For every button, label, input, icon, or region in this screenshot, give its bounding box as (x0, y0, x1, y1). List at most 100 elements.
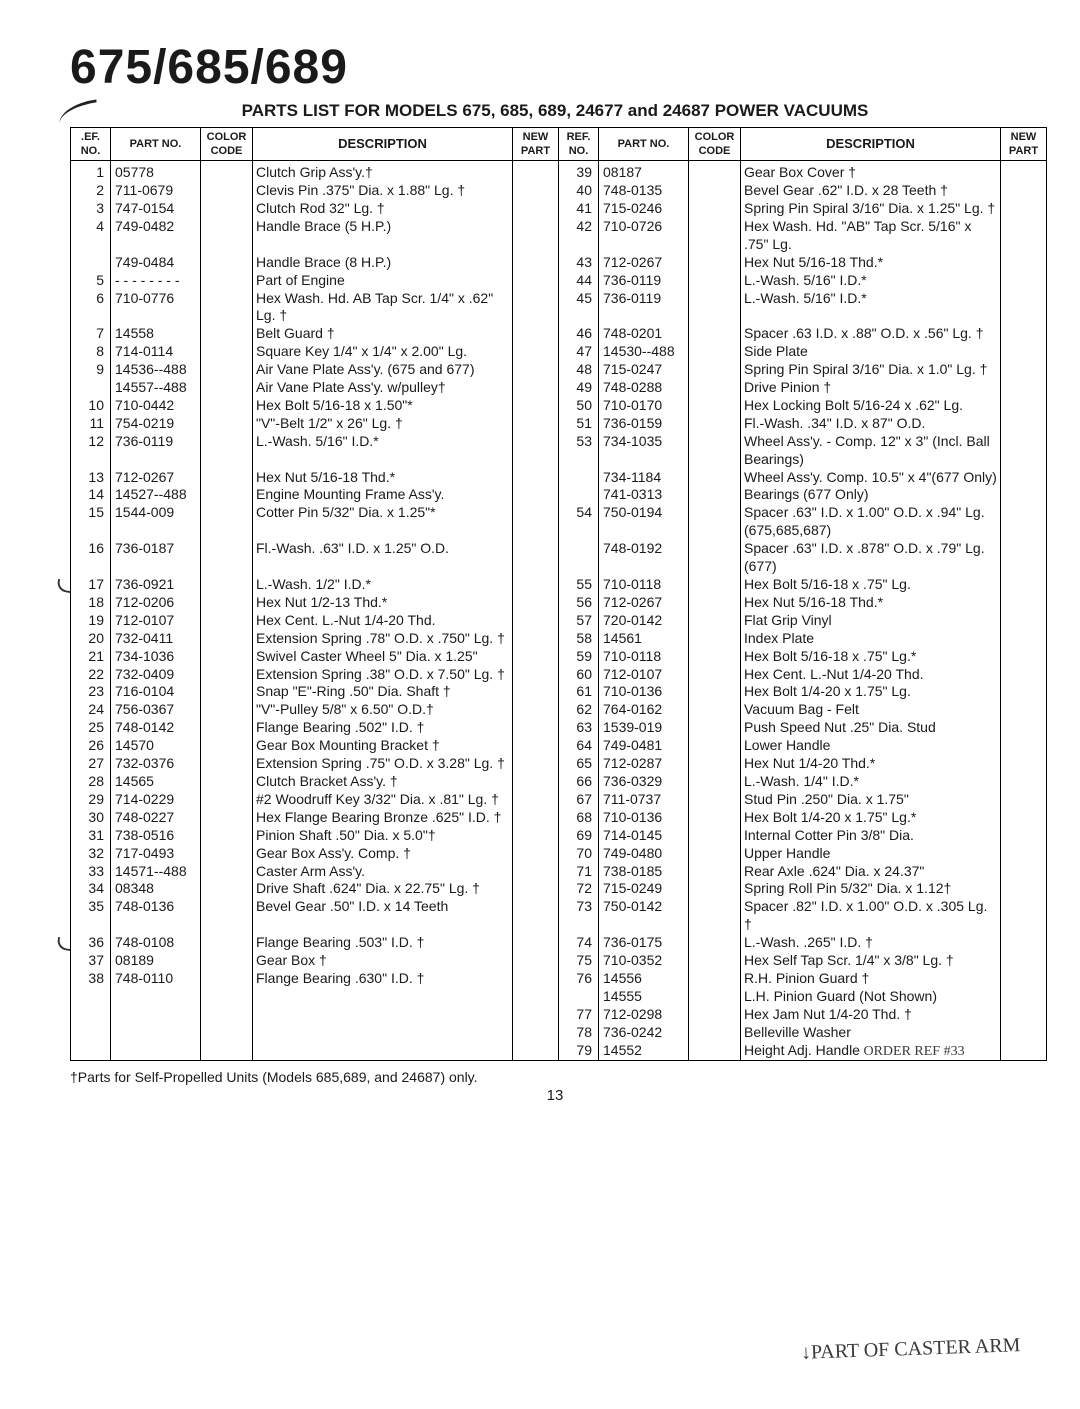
description: "V"-Belt 1/2" x 26" Lg. † (253, 415, 513, 433)
ref-no: 57 (559, 612, 599, 630)
part-no: 748-0110 (111, 970, 201, 988)
newp (513, 648, 559, 666)
description: Flange Bearing .503" I.D. † (253, 934, 513, 952)
part-no: 736-0921 (111, 576, 201, 594)
description: Hex Nut 5/16-18 Thd.* (741, 594, 1001, 612)
ref-no: 79 (559, 1042, 599, 1061)
part-no: 710-0442 (111, 397, 201, 415)
part-no: 748-0142 (111, 719, 201, 737)
part-no: 14556 (599, 970, 689, 988)
colorc (201, 504, 253, 540)
colorc (201, 683, 253, 701)
ref-no: 58 (559, 630, 599, 648)
table-row: 18712-0206Hex Nut 1/2-13 Thd.*56712-0267… (71, 594, 1047, 612)
ref-no (71, 1024, 111, 1042)
hdr-newpart2: NEW PART (1001, 128, 1047, 161)
part-no: 711-0679 (111, 182, 201, 200)
colorc (689, 755, 741, 773)
ref-no: 66 (559, 773, 599, 791)
colorc (689, 952, 741, 970)
ref-no: 47 (559, 343, 599, 361)
newp (1001, 791, 1047, 809)
part-no: 736-0119 (599, 272, 689, 290)
part-no: - - - - - - - - (111, 272, 201, 290)
colorc (201, 737, 253, 755)
ref-no: 37 (71, 952, 111, 970)
newp (1001, 200, 1047, 218)
newp (1001, 612, 1047, 630)
part-no: 736-0119 (111, 433, 201, 469)
ref-no: 67 (559, 791, 599, 809)
newp (513, 666, 559, 684)
colorc (201, 791, 253, 809)
newp (513, 379, 559, 397)
colorc (689, 845, 741, 863)
colorc (689, 791, 741, 809)
ref-no: 74 (559, 934, 599, 952)
ref-no (71, 1042, 111, 1061)
description: Drive Pinion † (741, 379, 1001, 397)
description: L.H. Pinion Guard (Not Shown) (741, 988, 1001, 1006)
part-no: 754-0219 (111, 415, 201, 433)
description: Bevel Gear .50" I.D. x 14 Teeth (253, 898, 513, 934)
ref-no: 19 (71, 612, 111, 630)
hdr-ref: .EF. NO. (71, 128, 111, 161)
part-no: 712-0267 (111, 469, 201, 487)
newp (1001, 433, 1047, 469)
description: Hex Bolt 1/4-20 x 1.75" Lg.* (741, 809, 1001, 827)
colorc (689, 486, 741, 504)
table-row: 4749-0482Handle Brace (5 H.P.)42710-0726… (71, 218, 1047, 254)
colorc (689, 988, 741, 1006)
description: Belleville Washer (741, 1024, 1001, 1042)
ref-no: 39 (559, 164, 599, 182)
table-row: 14555L.H. Pinion Guard (Not Shown) (71, 988, 1047, 1006)
part-no: 749-0480 (599, 845, 689, 863)
part-no (111, 1024, 201, 1042)
hdr-part: PART NO. (111, 128, 201, 161)
newp (513, 952, 559, 970)
colorc (689, 737, 741, 755)
table-header-row: .EF. NO. PART NO. COLOR CODE DESCRIPTION… (71, 128, 1047, 161)
newp (513, 612, 559, 630)
description: Drive Shaft .624" Dia. x 22.75" Lg. † (253, 880, 513, 898)
colorc (689, 343, 741, 361)
newp (513, 701, 559, 719)
part-no: 747-0154 (111, 200, 201, 218)
part-no: 08189 (111, 952, 201, 970)
part-no: 712-0267 (599, 254, 689, 272)
newp (513, 290, 559, 326)
part-no: 14552 (599, 1042, 689, 1061)
table-row: 77712-0298Hex Jam Nut 1/4-20 Thd. † (71, 1006, 1047, 1024)
ref-no: 69 (559, 827, 599, 845)
part-no: 05778 (111, 164, 201, 182)
newp (1001, 469, 1047, 487)
description: Hex Wash. Hd. "AB" Tap Scr. 5/16" x .75"… (741, 218, 1001, 254)
description: Upper Handle (741, 845, 1001, 863)
newp (513, 397, 559, 415)
ref-no: 68 (559, 809, 599, 827)
colorc (201, 1042, 253, 1061)
description: Handle Brace (5 H.P.) (253, 218, 513, 254)
colorc (689, 433, 741, 469)
newp (1001, 898, 1047, 934)
description: Handle Brace (8 H.P.) (253, 254, 513, 272)
newp (1001, 863, 1047, 881)
colorc (201, 827, 253, 845)
table-row: 6710-0776Hex Wash. Hd. AB Tap Scr. 1/4" … (71, 290, 1047, 326)
description: Extension Spring .75" O.D. x 3.28" Lg. † (253, 755, 513, 773)
description: Clevis Pin .375" Dia. x 1.88" Lg. † (253, 182, 513, 200)
colorc (689, 898, 741, 934)
ref-no (559, 540, 599, 576)
hdr-newpart: NEW PART (513, 128, 559, 161)
ref-no: 40 (559, 182, 599, 200)
part-no: 714-0229 (111, 791, 201, 809)
newp (513, 272, 559, 290)
table-row: 32717-0493Gear Box Ass'y. Comp. †70749-0… (71, 845, 1047, 863)
ref-no: 14 (71, 486, 111, 504)
part-no: 738-0516 (111, 827, 201, 845)
table-row: 13712-0267Hex Nut 5/16-18 Thd.*734-1184W… (71, 469, 1047, 487)
description: Hex Cent. L.-Nut 1/4-20 Thd. (741, 666, 1001, 684)
colorc (201, 898, 253, 934)
newp (513, 254, 559, 272)
ref-no: 61 (559, 683, 599, 701)
